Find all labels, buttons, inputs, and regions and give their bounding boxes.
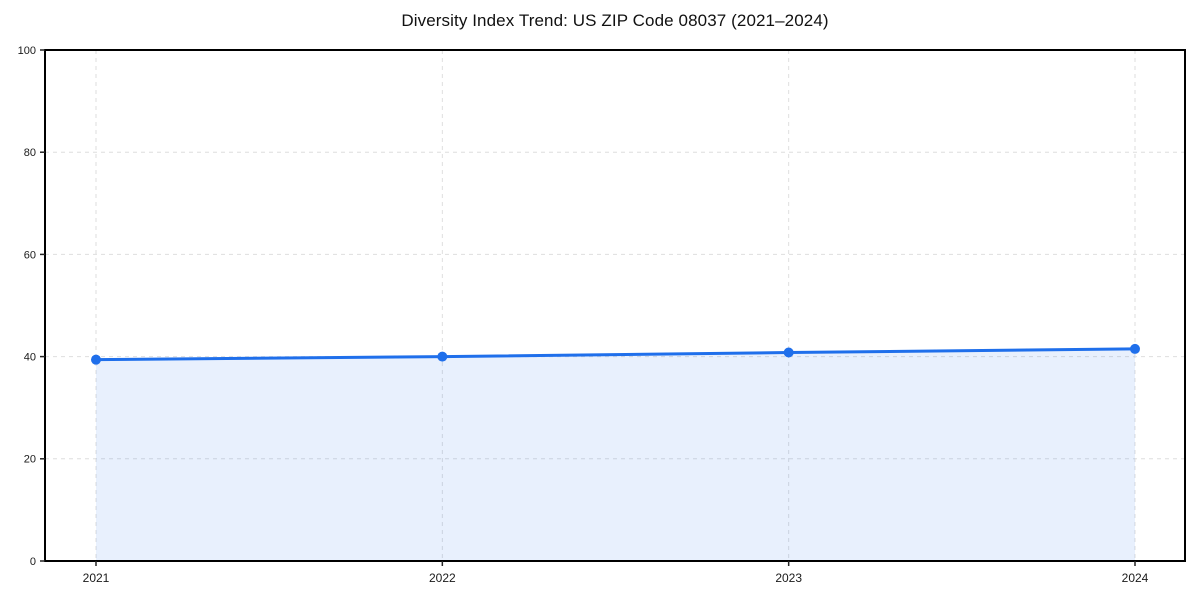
data-point-2023 <box>783 347 794 358</box>
x-tick-label: 2024 <box>1122 571 1149 585</box>
y-tick-label: 80 <box>24 147 36 159</box>
trend-line <box>94 347 1137 362</box>
data-point-2021 <box>91 354 101 365</box>
x-tick-label: 2023 <box>775 571 802 585</box>
y-tick-label: 0 <box>30 556 36 568</box>
x-tick-label: 2022 <box>429 571 456 585</box>
y-tick-label: 60 <box>24 249 36 261</box>
y-tick-label: 100 <box>18 45 36 57</box>
plot-box-spines <box>44 49 1186 562</box>
data-point-2024 <box>1130 343 1140 354</box>
data-point-2022 <box>437 351 448 362</box>
y-tick-label: 40 <box>24 351 36 363</box>
x-tick-label: 2021 <box>83 571 110 585</box>
y-tick-label: 20 <box>24 454 36 466</box>
chart-title: Diversity Index Trend: US ZIP Code 08037… <box>401 11 829 30</box>
area-fill <box>96 348 1135 561</box>
